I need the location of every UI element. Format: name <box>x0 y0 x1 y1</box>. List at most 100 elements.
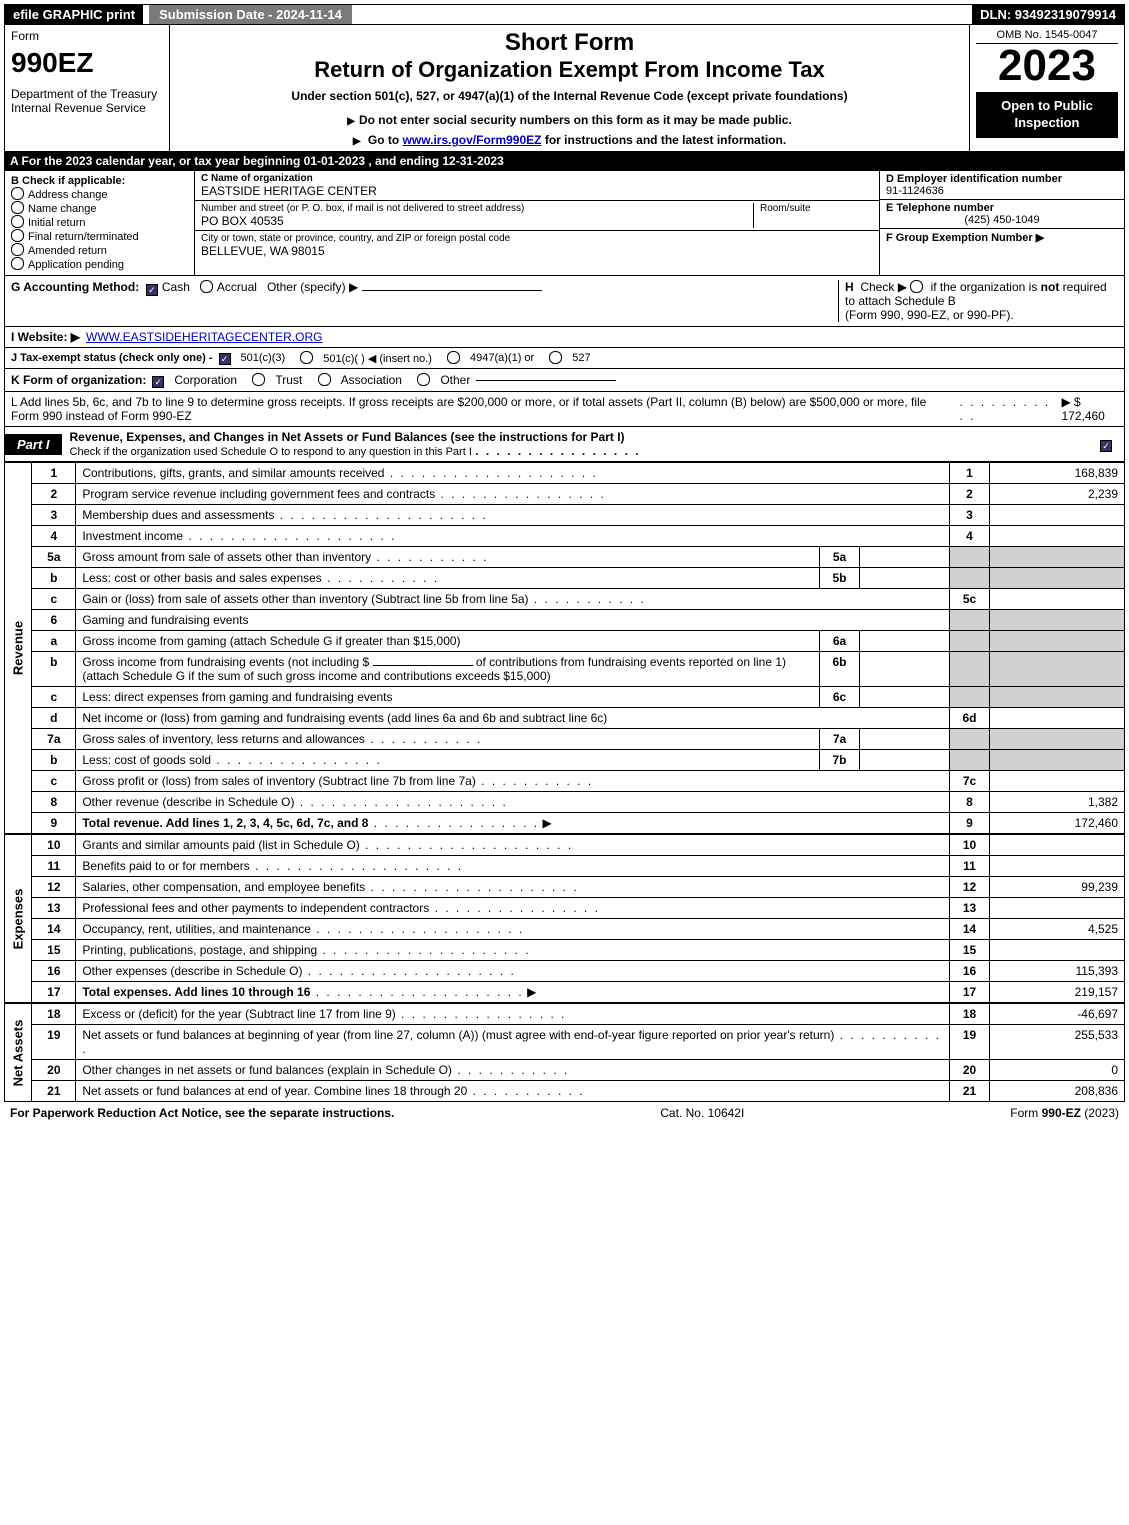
line-11: 11Benefits paid to or for members11 <box>32 856 1125 877</box>
footer-left: For Paperwork Reduction Act Notice, see … <box>10 1106 394 1120</box>
chk-amended-return[interactable]: Amended return <box>11 243 188 257</box>
chk-cash[interactable] <box>146 280 162 294</box>
line-18: 18Excess or (deficit) for the year (Subt… <box>32 1004 1125 1025</box>
note2-post: for instructions and the latest informat… <box>541 133 786 147</box>
line-4: 4Investment income4 <box>32 526 1125 547</box>
l6d-num: d <box>32 708 76 729</box>
j-opt3: 4947(a)(1) or <box>470 352 534 364</box>
chk-initial-return[interactable]: Initial return <box>11 215 188 229</box>
tax-year: 2023 <box>976 44 1118 88</box>
org-city: BELLEVUE, WA 98015 <box>201 244 873 258</box>
l19-amt: 255,533 <box>990 1025 1125 1060</box>
l11-amt <box>990 856 1125 877</box>
line-7a: 7aGross sales of inventory, less returns… <box>32 729 1125 750</box>
line-8: 8Other revenue (describe in Schedule O)8… <box>32 792 1125 813</box>
l4-ln: 4 <box>950 526 990 547</box>
ein-value: 91-1124636 <box>886 185 1118 197</box>
phone-value: (425) 450-1049 <box>886 214 1118 226</box>
j-opt4: 527 <box>572 352 590 364</box>
l9-amt: 172,460 <box>990 813 1125 834</box>
l18-ln: 18 <box>950 1004 990 1025</box>
l21-desc: Net assets or fund balances at end of ye… <box>76 1081 950 1102</box>
irs-link[interactable]: www.irs.gov/Form990EZ <box>403 133 542 147</box>
efile-label[interactable]: efile GRAPHIC print <box>5 5 143 24</box>
l12-amt: 99,239 <box>990 877 1125 898</box>
l6d-amt <box>990 708 1125 729</box>
l6c-ln <box>950 687 990 708</box>
short-form-title: Short Form <box>176 29 963 57</box>
col-b: B Check if applicable: Address change Na… <box>5 171 195 275</box>
l6a-ml: 6a <box>820 631 860 652</box>
main-title: Return of Organization Exempt From Incom… <box>176 57 963 83</box>
l6b-amt <box>990 652 1125 687</box>
submission-date: Submission Date - 2024-11-14 <box>149 5 352 24</box>
irs-label: Internal Revenue Service <box>11 101 163 115</box>
c-addr-cell: Number and street (or P. O. box, if mail… <box>195 201 879 231</box>
l19-desc: Net assets or fund balances at beginning… <box>76 1025 950 1060</box>
l4-desc: Investment income <box>76 526 950 547</box>
l13-ln: 13 <box>950 898 990 919</box>
l16-amt: 115,393 <box>990 961 1125 982</box>
l18-desc: Excess or (deficit) for the year (Subtra… <box>76 1004 950 1025</box>
chk-trust[interactable] <box>252 373 269 387</box>
line-3: 3Membership dues and assessments3 <box>32 505 1125 526</box>
chk-4947[interactable] <box>447 351 464 365</box>
line-5a: 5aGross amount from sale of assets other… <box>32 547 1125 568</box>
l1-amt: 168,839 <box>990 463 1125 484</box>
l6b-desc: Gross income from fundraising events (no… <box>76 652 820 687</box>
org-address: PO BOX 40535 <box>201 214 753 228</box>
row-l: L Add lines 5b, 6c, and 7b to line 9 to … <box>4 392 1125 427</box>
line-5c: cGain or (loss) from sale of assets othe… <box>32 589 1125 610</box>
l6b-mv <box>860 652 950 687</box>
l13-num: 13 <box>32 898 76 919</box>
l5c-desc: Gain or (loss) from sale of assets other… <box>76 589 950 610</box>
l8-ln: 8 <box>950 792 990 813</box>
chk-h[interactable] <box>910 280 927 294</box>
chk-association[interactable] <box>318 373 335 387</box>
expenses-sidebar: Expenses <box>4 834 31 1003</box>
website-link[interactable]: WWW.EASTSIDEHERITAGECENTER.ORG <box>86 330 322 344</box>
l13-desc: Professional fees and other payments to … <box>76 898 950 919</box>
footer-right-bold: 990-EZ <box>1042 1106 1081 1120</box>
note-ssn: Do not enter social security numbers on … <box>176 113 963 127</box>
footer-right-post: (2023) <box>1081 1106 1119 1120</box>
chk-name-change[interactable]: Name change <box>11 201 188 215</box>
l15-amt <box>990 940 1125 961</box>
l14-desc: Occupancy, rent, utilities, and maintena… <box>76 919 950 940</box>
l3-num: 3 <box>32 505 76 526</box>
g-other: Other (specify) ▶ <box>267 280 358 294</box>
chk-other-org[interactable] <box>417 373 434 387</box>
l11-num: 11 <box>32 856 76 877</box>
chk-schedule-o[interactable] <box>1100 436 1116 452</box>
chk-application-pending[interactable]: Application pending <box>11 257 188 271</box>
row-j: J Tax-exempt status (check only one) - 5… <box>4 348 1125 369</box>
chk-501c3[interactable] <box>219 351 235 365</box>
l5b-ml: 5b <box>820 568 860 589</box>
l7b-ln <box>950 750 990 771</box>
l12-desc: Salaries, other compensation, and employ… <box>76 877 950 898</box>
l11-desc: Benefits paid to or for members <box>76 856 950 877</box>
l18-num: 18 <box>32 1004 76 1025</box>
form-word: Form <box>11 29 163 43</box>
l-dots <box>959 395 1055 423</box>
l4-amt <box>990 526 1125 547</box>
l8-amt: 1,382 <box>990 792 1125 813</box>
l6c-ml: 6c <box>820 687 860 708</box>
l6-num: 6 <box>32 610 76 631</box>
h-box: H Check ▶ if the organization is not req… <box>838 280 1118 322</box>
chk-527[interactable] <box>549 351 566 365</box>
chk-accrual[interactable] <box>200 280 217 294</box>
chk-501c[interactable] <box>300 351 317 365</box>
l14-num: 14 <box>32 919 76 940</box>
l20-amt: 0 <box>990 1060 1125 1081</box>
room-suite-label: Room/suite <box>760 203 873 214</box>
chk-corporation[interactable] <box>152 372 168 388</box>
l21-ln: 21 <box>950 1081 990 1102</box>
open-to-public: Open to Public Inspection <box>976 92 1118 138</box>
l7b-desc: Less: cost of goods sold <box>76 750 820 771</box>
l5a-mv <box>860 547 950 568</box>
chk-address-change[interactable]: Address change <box>11 187 188 201</box>
l6-amt <box>990 610 1125 631</box>
l10-desc: Grants and similar amounts paid (list in… <box>76 835 950 856</box>
chk-final-return[interactable]: Final return/terminated <box>11 229 188 243</box>
